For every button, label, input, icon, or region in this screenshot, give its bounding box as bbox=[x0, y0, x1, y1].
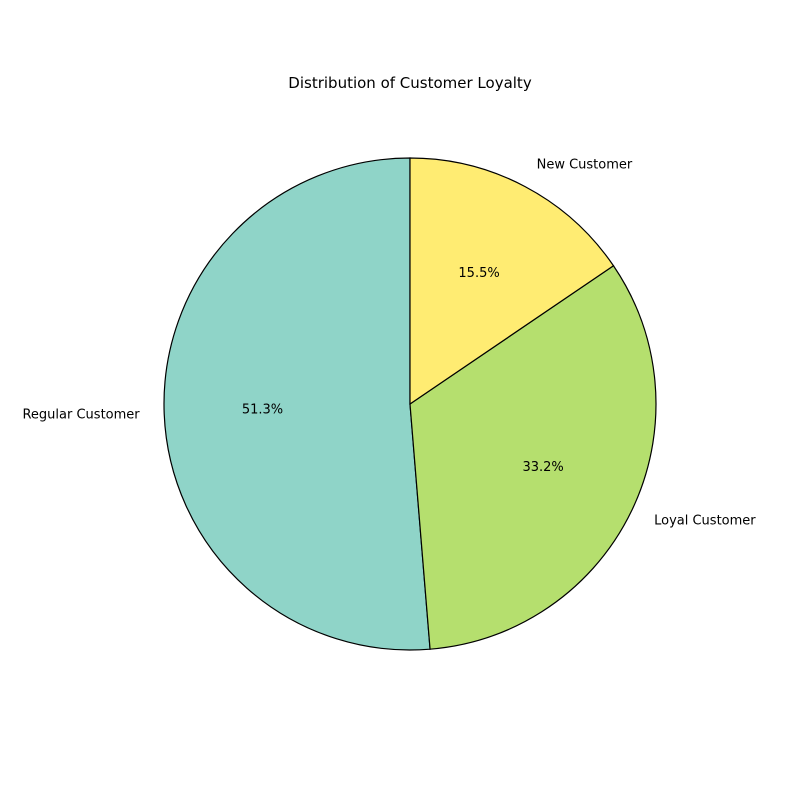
slice-percent-regular-customer: 51.3% bbox=[242, 403, 283, 418]
pie-labels: Regular Customer 51.3% Loyal Customer 33.2%… bbox=[22, 157, 756, 528]
pie-slice-loyal-customer bbox=[409, 264, 657, 650]
pie-slices bbox=[163, 157, 657, 651]
chart-title: Distribution of Customer Loyalty bbox=[288, 74, 532, 92]
slice-label-loyal-customer: Loyal Customer bbox=[654, 513, 756, 528]
slice-label-new-customer: New Customer bbox=[537, 157, 633, 172]
slice-percent-loyal-customer: 33.2% bbox=[522, 460, 563, 475]
pie-slice-regular-customer bbox=[163, 157, 431, 651]
slice-label-regular-customer: Regular Customer bbox=[22, 408, 140, 423]
slice-percent-new-customer: 15.5% bbox=[458, 266, 499, 281]
pie-slice-new-customer bbox=[409, 157, 615, 406]
